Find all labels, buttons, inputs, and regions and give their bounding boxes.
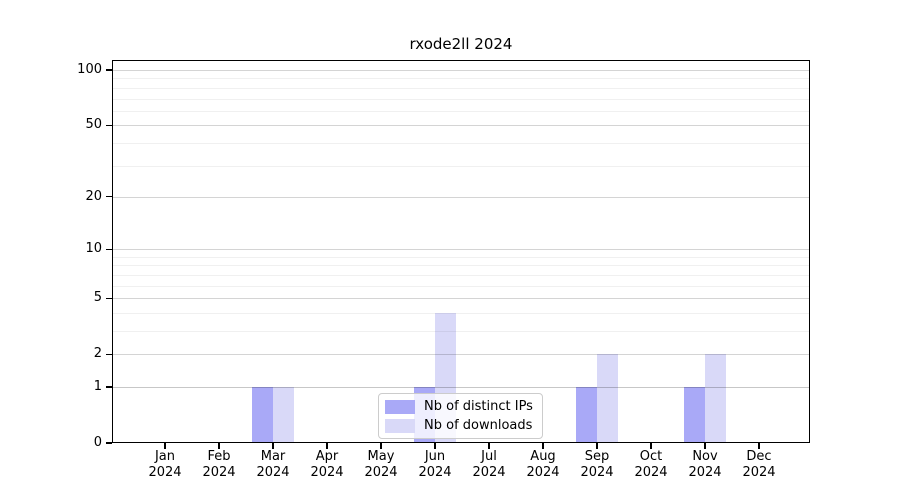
month-label: Nov xyxy=(692,449,718,464)
major-gridline xyxy=(112,298,810,300)
major-gridline xyxy=(112,354,810,356)
minor-gridline xyxy=(112,98,810,100)
y-axis-tick-label: 0 xyxy=(93,435,102,450)
year-label: 2024 xyxy=(634,465,668,480)
minor-gridline xyxy=(112,87,810,89)
major-gridline xyxy=(112,249,810,251)
year-label: 2024 xyxy=(202,465,236,480)
x-axis-tick-label: Sep 2024 xyxy=(567,449,627,481)
month-label: Feb xyxy=(207,449,231,464)
bar-distinct-ips-nov xyxy=(684,387,705,443)
bar-downloads-nov xyxy=(705,354,726,443)
y-tick-mark xyxy=(106,69,112,71)
chart-title: rxode2ll 2024 xyxy=(409,35,513,53)
y-axis-tick-label: 10 xyxy=(85,241,102,257)
x-axis-tick-label: Aug 2024 xyxy=(513,449,573,481)
x-axis-tick-label: Dec 2024 xyxy=(729,449,789,481)
x-axis-tick-label: Nov 2024 xyxy=(675,449,735,481)
legend-label-downloads: Nb of downloads xyxy=(424,418,533,433)
bar-distinct-ips-sep xyxy=(576,387,597,443)
month-label: May xyxy=(367,449,395,464)
minor-gridline xyxy=(112,110,810,112)
x-tick-mark xyxy=(488,443,490,449)
x-tick-mark xyxy=(164,443,166,449)
y-tick-mark xyxy=(106,297,112,299)
x-tick-mark xyxy=(596,443,598,449)
y-tick-mark xyxy=(106,442,112,444)
major-gridline xyxy=(112,387,810,388)
legend-swatch-downloads xyxy=(385,418,415,433)
x-tick-mark xyxy=(326,443,328,449)
minor-gridline xyxy=(112,274,810,276)
minor-gridline xyxy=(112,265,810,267)
month-label: Jun xyxy=(424,449,446,464)
x-axis-tick-label: Jun 2024 xyxy=(405,449,465,481)
x-tick-mark xyxy=(542,443,544,449)
bar-downloads-mar xyxy=(273,387,294,443)
x-tick-mark xyxy=(380,443,382,449)
y-axis-tick-label: 5 xyxy=(93,290,102,306)
month-label: Aug xyxy=(530,449,556,464)
year-label: 2024 xyxy=(418,465,452,480)
minor-gridline xyxy=(112,312,810,314)
x-tick-mark xyxy=(704,443,706,449)
y-axis-tick-label: 100 xyxy=(77,62,102,77)
y-axis-tick-label: 2 xyxy=(93,346,102,362)
y-tick-mark xyxy=(106,196,112,198)
x-axis-tick-label: Apr 2024 xyxy=(297,449,357,481)
y-axis-tick-label: 20 xyxy=(85,188,102,204)
month-label: Mar xyxy=(260,449,286,464)
y-tick-mark xyxy=(106,248,112,250)
x-tick-mark xyxy=(434,443,436,449)
minor-gridline xyxy=(112,142,810,144)
month-label: Oct xyxy=(639,449,663,464)
y-axis-tick-label: 1 xyxy=(93,379,102,394)
minor-gridline xyxy=(112,285,810,287)
major-gridline xyxy=(112,196,810,198)
y-tick-mark xyxy=(106,386,112,388)
x-axis-tick-label: Feb 2024 xyxy=(189,449,249,481)
legend-label-distinct-ips: Nb of distinct IPs xyxy=(424,399,533,414)
x-tick-mark xyxy=(650,443,652,449)
chart-legend: Nb of distinct IPs Nb of downloads xyxy=(378,393,543,439)
year-label: 2024 xyxy=(580,465,614,480)
x-axis-tick-label: Jan 2024 xyxy=(135,449,195,481)
major-gridline xyxy=(112,70,810,71)
minor-gridline xyxy=(112,256,810,258)
y-axis-tick-label: 50 xyxy=(85,117,102,133)
minor-gridline xyxy=(112,78,810,80)
year-label: 2024 xyxy=(364,465,398,480)
month-label: Apr xyxy=(315,449,339,464)
x-axis-tick-label: Jul 2024 xyxy=(459,449,519,481)
month-label: Dec xyxy=(746,449,772,464)
month-label: Jul xyxy=(481,449,497,464)
y-tick-mark xyxy=(106,124,112,126)
minor-gridline xyxy=(112,165,810,167)
legend-item-distinct-ips: Nb of distinct IPs xyxy=(385,399,533,414)
x-tick-mark xyxy=(218,443,220,449)
y-tick-mark xyxy=(106,353,112,355)
legend-item-downloads: Nb of downloads xyxy=(385,418,533,433)
year-label: 2024 xyxy=(256,465,290,480)
legend-swatch-distinct-ips xyxy=(385,399,415,414)
x-axis-tick-label: May 2024 xyxy=(351,449,411,481)
month-label: Sep xyxy=(584,449,610,464)
x-tick-mark xyxy=(758,443,760,449)
minor-gridline xyxy=(112,331,810,332)
month-label: Jan xyxy=(154,449,176,464)
bar-downloads-sep xyxy=(597,354,618,443)
year-label: 2024 xyxy=(688,465,722,480)
x-axis-tick-label: Oct 2024 xyxy=(621,449,681,481)
major-gridline xyxy=(112,125,810,127)
bar-distinct-ips-mar xyxy=(252,387,273,443)
year-label: 2024 xyxy=(526,465,560,480)
year-label: 2024 xyxy=(742,465,776,480)
year-label: 2024 xyxy=(310,465,344,480)
year-label: 2024 xyxy=(472,465,506,480)
year-label: 2024 xyxy=(148,465,182,480)
x-tick-mark xyxy=(272,443,274,449)
x-axis-tick-label: Mar 2024 xyxy=(243,449,303,481)
